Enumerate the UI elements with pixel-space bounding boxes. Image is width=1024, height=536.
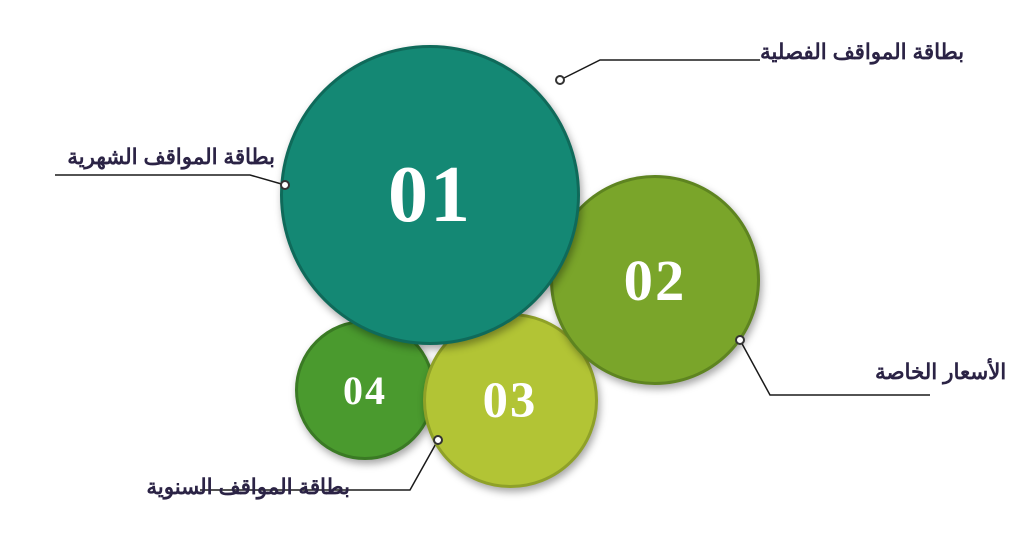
label-02: الأسعار الخاصة bbox=[875, 360, 1006, 385]
circle-01-number: 01 bbox=[388, 150, 472, 241]
leader-dot-04 bbox=[280, 180, 290, 190]
infographic-stage: 04 03 02 01 بطاقة المواقف الفصلية الأسعا… bbox=[0, 0, 1024, 536]
leader-dot-01 bbox=[555, 75, 565, 85]
label-03: بطاقة المواقف السنوية bbox=[146, 475, 350, 500]
circle-02: 02 bbox=[550, 175, 760, 385]
leader-dot-02 bbox=[735, 335, 745, 345]
label-01: بطاقة المواقف الفصلية bbox=[760, 40, 964, 65]
circle-03-number: 03 bbox=[483, 371, 538, 429]
leader-dot-03 bbox=[433, 435, 443, 445]
circle-02-number: 02 bbox=[624, 247, 687, 314]
label-04: بطاقة المواقف الشهرية bbox=[67, 145, 275, 170]
circle-04-number: 04 bbox=[343, 367, 387, 414]
circle-01: 01 bbox=[280, 45, 580, 345]
